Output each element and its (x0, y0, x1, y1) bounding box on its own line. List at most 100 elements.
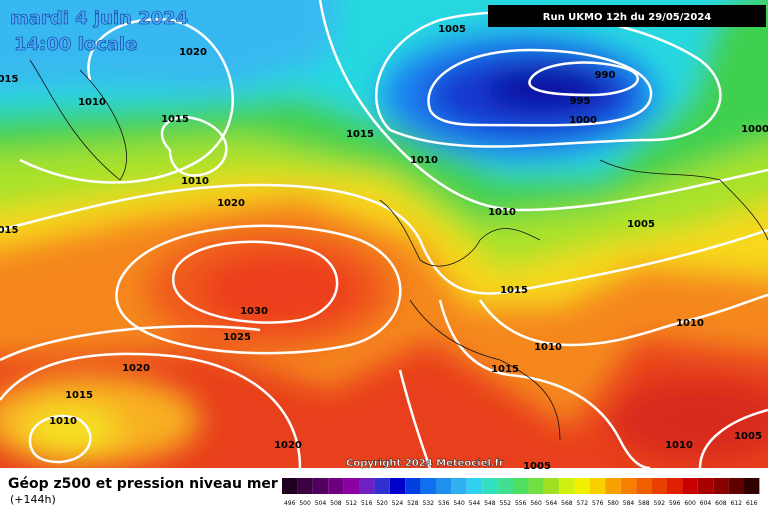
scale-label: 540 (453, 500, 465, 507)
isobar-label: 1010 (78, 97, 106, 108)
color-scale: 496 500 504 508 512 516 520 524 528 532 536 540 544 5… (282, 478, 760, 507)
scale-swatch (682, 478, 698, 494)
scale-swatch (482, 478, 498, 494)
field (0, 0, 768, 468)
scale-label: 520 (376, 500, 388, 507)
scale-swatch (528, 478, 544, 494)
scale-label: 616 (746, 500, 758, 507)
scale-label: 564 (546, 500, 558, 507)
scale-label: 532 (423, 500, 435, 507)
scale-label: 588 (638, 500, 650, 507)
isobars (0, 0, 768, 468)
isobar-label: 015 (0, 225, 18, 236)
isobar-label: 1015 (161, 114, 189, 125)
isobar-label: 1010 (488, 207, 516, 218)
scale-label: 604 (700, 500, 712, 507)
time: 14:00 locale (14, 34, 137, 55)
scale-swatch (497, 478, 513, 494)
scale-swatch (620, 478, 637, 494)
isobar-labels: 1020 015 1010 1015 1010 1020 015 1005 990 995 1000… (0, 24, 768, 472)
scale-swatch (574, 478, 590, 494)
isobar-label: 1000 (741, 124, 768, 135)
scale-swatch (328, 478, 344, 494)
scale-swatch (436, 478, 452, 494)
isobar-label: 990 (595, 70, 616, 81)
isobar-label: 1020 (179, 47, 207, 58)
scale-swatch (744, 478, 760, 494)
scale-label: 560 (530, 500, 542, 507)
scale-label: 504 (315, 500, 327, 507)
scale-label: 584 (623, 500, 635, 507)
isobar-label: 1020 (274, 440, 302, 451)
scale-swatch (389, 478, 406, 494)
scale-swatch (605, 478, 621, 494)
scale-swatch (451, 478, 467, 494)
date: mardi 4 juin 2024 (10, 8, 188, 29)
scale-label: 592 (654, 500, 666, 507)
scale-label: 496 (284, 500, 296, 507)
isobar-label: 1005 (523, 461, 551, 472)
run-box (488, 5, 766, 27)
scale-label: 556 (515, 500, 527, 507)
scale-label: 536 (438, 500, 450, 507)
footer-title: Géop z500 et pression niveau mer (8, 476, 278, 492)
scale-swatch (374, 478, 390, 494)
scale-label: 552 (500, 500, 512, 507)
scale-swatch (420, 478, 436, 494)
scale-swatch (728, 478, 744, 494)
isobar-label: 1010 (181, 176, 209, 187)
footer-lead: (+144h) (10, 493, 56, 506)
isobar-label: 1030 (240, 306, 268, 317)
scale-label: 528 (407, 500, 419, 507)
isobar-label: 1005 (734, 431, 762, 442)
scale-label: 524 (392, 500, 404, 507)
isobar-label: 1005 (438, 24, 466, 35)
isobar-label: 1020 (217, 198, 245, 209)
isobar-label: 1000 (569, 115, 597, 126)
copyright: Copyright 2024 Meteociel.fr (346, 458, 504, 469)
isobar-label: 1015 (491, 364, 519, 375)
isobar-label: 1005 (627, 219, 655, 230)
scale-swatch (667, 478, 683, 494)
isobar-label: 1010 (49, 416, 77, 427)
isobar-label: 1010 (410, 155, 438, 166)
scale-label: 500 (299, 500, 311, 507)
scale-swatch (343, 478, 359, 494)
scale-label: 612 (731, 500, 743, 507)
scale-swatch (282, 478, 298, 494)
isobar-label: 1020 (122, 363, 150, 374)
scale-swatch (297, 478, 313, 494)
scale-swatch (590, 478, 606, 494)
coastlines (29, 59, 768, 441)
scale-label: 544 (469, 500, 481, 507)
isobar-label: 1010 (534, 342, 562, 353)
run-info: Run UKMO 12h du 29/05/2024 (543, 12, 712, 23)
isobar-label: 1015 (65, 390, 93, 401)
scale-label: 572 (577, 500, 589, 507)
isobar-label: 1025 (223, 332, 251, 343)
isobar-label: 995 (570, 96, 591, 107)
scale-swatch (697, 478, 714, 494)
scale-swatch (713, 478, 729, 494)
isobar-label: 1015 (346, 129, 374, 140)
scale-label: 596 (669, 500, 681, 507)
scale-swatch (312, 478, 329, 494)
isobar-label: 1010 (676, 318, 704, 329)
scale-label: 568 (561, 500, 573, 507)
scale-label: 508 (330, 500, 342, 507)
isobar-label: 1010 (665, 440, 693, 451)
scale-label: 512 (346, 500, 358, 507)
scale-label: 580 (607, 500, 619, 507)
scale-swatch (651, 478, 667, 494)
isobar-label: 015 (0, 74, 18, 85)
scale-label: 516 (361, 500, 373, 507)
scale-label: 548 (484, 500, 496, 507)
scale-swatch (359, 478, 375, 494)
scale-swatch (513, 478, 529, 494)
scale-swatch (405, 478, 421, 494)
scale-swatch (559, 478, 575, 494)
scale-swatch (636, 478, 652, 494)
scale-swatch (543, 478, 560, 494)
isobar-label: 1015 (500, 285, 528, 296)
